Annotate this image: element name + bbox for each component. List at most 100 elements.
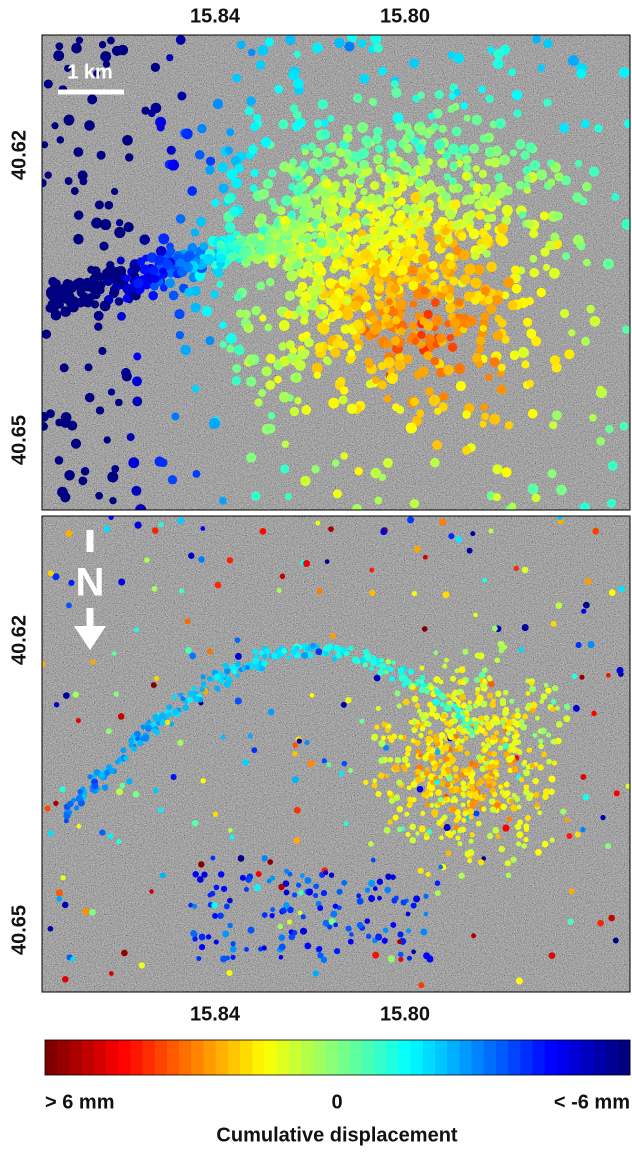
scatterer <box>256 871 262 877</box>
scatterer <box>403 144 412 153</box>
scatterer <box>360 657 366 663</box>
scatterer <box>126 778 132 784</box>
scatterer <box>612 193 620 201</box>
scatterer <box>202 306 212 316</box>
scatterer <box>418 733 423 738</box>
scatterer <box>259 315 266 322</box>
scatterer <box>576 642 582 648</box>
scatterer <box>214 268 224 278</box>
scatterer <box>127 433 135 441</box>
scatterer <box>428 113 435 120</box>
scatterer <box>419 687 426 694</box>
scatterer <box>471 933 476 938</box>
scatterer <box>500 700 506 706</box>
scatterer <box>142 735 149 742</box>
scatterer <box>503 277 513 287</box>
scatterer <box>501 804 508 811</box>
scatterer <box>510 149 517 156</box>
scatterer <box>398 735 403 740</box>
scatterer <box>522 624 529 631</box>
scatterer <box>412 591 417 596</box>
scatterer <box>149 889 154 894</box>
scatterer <box>123 275 130 282</box>
scatterer <box>311 232 318 239</box>
scatterer <box>491 781 497 787</box>
scatterer <box>370 315 378 323</box>
scatterer <box>248 733 253 738</box>
scatterer <box>456 381 466 391</box>
scatterer <box>430 285 437 292</box>
scatterer <box>349 932 353 936</box>
scatterer <box>549 952 555 958</box>
scatterer <box>357 178 364 185</box>
scatterer <box>592 528 599 535</box>
scatterer <box>375 791 381 797</box>
scatterer <box>165 278 175 288</box>
scatterer <box>211 902 217 908</box>
scatterer <box>114 227 125 238</box>
scatterer <box>510 351 520 361</box>
scatterer <box>560 809 566 815</box>
scatterer <box>360 249 371 260</box>
scatterer <box>463 164 471 172</box>
scatterer <box>512 766 519 773</box>
scatterer <box>235 698 242 705</box>
scatterer <box>107 472 118 483</box>
scatterer <box>303 261 313 271</box>
scatterer <box>225 146 233 154</box>
scatterer <box>322 178 332 188</box>
scatterer <box>104 278 112 286</box>
scatterer <box>500 45 510 55</box>
scatterer <box>526 297 534 305</box>
scatterer <box>618 586 624 592</box>
scatterer <box>268 412 275 419</box>
scatterer <box>521 151 530 160</box>
scatterer <box>200 778 205 783</box>
scatterer <box>373 43 382 52</box>
scatterer <box>442 815 447 820</box>
scatterer <box>219 321 226 328</box>
scatterer <box>418 366 429 377</box>
scatterer <box>387 790 392 795</box>
scatterer <box>502 710 509 717</box>
scatterer <box>79 477 88 486</box>
scatterer <box>214 685 220 691</box>
scatterer <box>445 761 451 767</box>
scatterer <box>131 486 141 496</box>
scatterer <box>482 679 486 683</box>
scatterer <box>305 176 313 184</box>
scatterer <box>448 533 454 539</box>
scatterer <box>270 226 278 234</box>
scatterer <box>499 182 508 191</box>
scatterer <box>190 930 197 937</box>
scatterer <box>267 239 275 247</box>
scatterer <box>112 651 117 656</box>
scatterer <box>341 263 349 271</box>
scatterer <box>192 904 197 909</box>
scatterer <box>469 229 479 239</box>
scatterer <box>372 952 379 959</box>
scatterer <box>488 214 496 222</box>
scatterer <box>279 356 289 366</box>
scatterer <box>53 50 64 61</box>
scatterer <box>403 354 412 363</box>
scatterer <box>379 474 386 481</box>
scatterer <box>300 874 305 879</box>
scatterer <box>254 398 262 406</box>
scatterer <box>73 147 83 157</box>
scatterer <box>386 197 394 205</box>
scatterer <box>392 403 400 411</box>
scatterer <box>441 745 447 751</box>
scatterer <box>293 111 301 119</box>
scatterer <box>195 150 204 159</box>
scatterer <box>417 92 424 99</box>
scatterer <box>313 262 323 272</box>
scatterer <box>286 164 295 173</box>
scatterer <box>467 859 472 864</box>
scatterer <box>312 192 319 199</box>
scatterer <box>330 911 337 918</box>
scatterer <box>198 861 204 867</box>
scatterer <box>518 647 523 652</box>
scatterer <box>359 160 368 169</box>
scatterer <box>505 421 513 429</box>
